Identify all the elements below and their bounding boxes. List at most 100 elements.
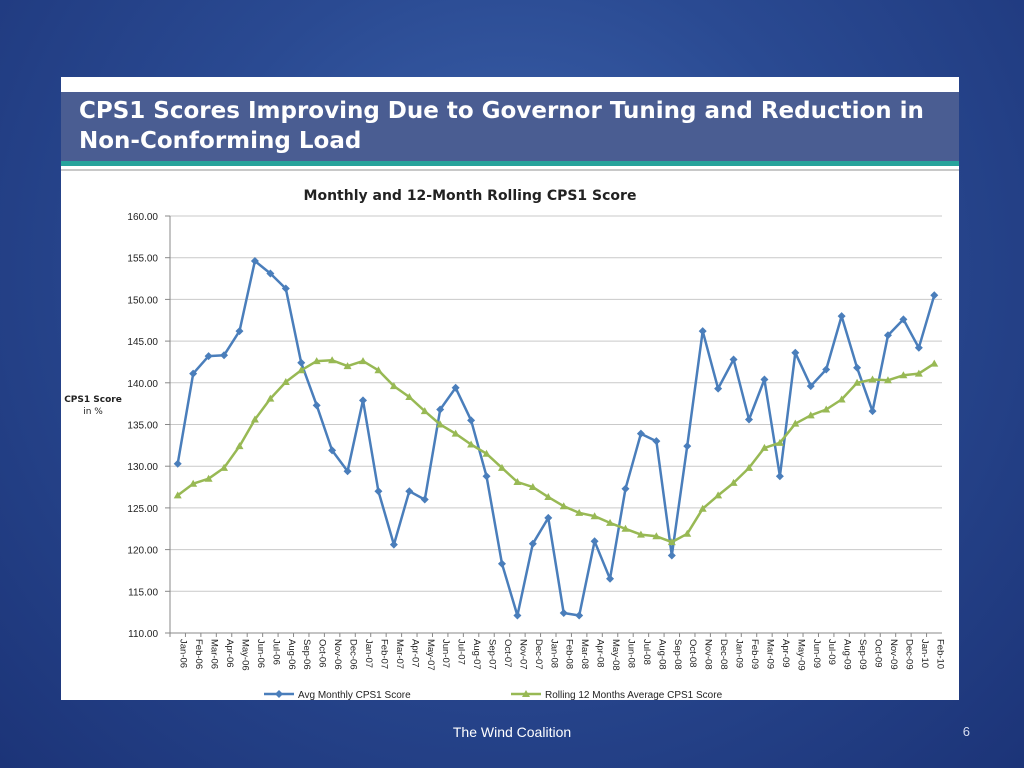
x-tick-label: Aug-09 bbox=[842, 639, 853, 670]
data-point bbox=[590, 512, 599, 520]
x-tick-label: Feb-07 bbox=[378, 639, 389, 669]
data-point bbox=[930, 291, 939, 300]
data-point bbox=[775, 472, 784, 481]
x-tick-label: Oct-09 bbox=[873, 639, 884, 668]
data-point bbox=[853, 378, 862, 386]
data-point bbox=[250, 415, 259, 423]
footer-text: The Wind Coalition bbox=[452, 724, 572, 740]
data-point bbox=[729, 478, 738, 486]
x-tick-label: Nov-06 bbox=[332, 639, 343, 670]
data-point bbox=[328, 356, 337, 364]
x-tick-label: Oct-08 bbox=[687, 639, 698, 668]
y-tick-label: 155.00 bbox=[127, 254, 158, 265]
x-tick-label: Nov-07 bbox=[517, 639, 528, 670]
data-point bbox=[883, 376, 892, 384]
data-point bbox=[698, 504, 707, 512]
data-point bbox=[420, 407, 429, 415]
data-point bbox=[729, 355, 738, 364]
x-tick-label: Oct-06 bbox=[317, 639, 328, 668]
x-tick-label: Feb-08 bbox=[564, 639, 575, 669]
x-tick-label: Mar-09 bbox=[764, 639, 775, 669]
y-axis-label-line1: CPS1 Score bbox=[64, 395, 122, 405]
data-point bbox=[683, 442, 692, 451]
x-tick-label: Aug-06 bbox=[286, 639, 297, 670]
data-point bbox=[806, 411, 815, 419]
data-point bbox=[513, 478, 522, 486]
x-tick-label: Nov-09 bbox=[888, 639, 899, 670]
x-tick-label: Mar-06 bbox=[209, 639, 220, 669]
data-point bbox=[698, 327, 707, 336]
legend-label: Rolling 12 Months Average CPS1 Score bbox=[545, 690, 723, 700]
data-point bbox=[822, 405, 831, 413]
data-point bbox=[652, 532, 661, 540]
data-point bbox=[189, 369, 198, 378]
data-point bbox=[528, 483, 537, 491]
data-point bbox=[528, 539, 537, 548]
data-point bbox=[436, 405, 445, 414]
y-axis-label: CPS1 Score in % bbox=[64, 395, 122, 417]
series-rolling bbox=[173, 356, 939, 546]
x-tick-label: Sep-09 bbox=[857, 639, 868, 670]
data-point bbox=[559, 502, 568, 510]
data-point bbox=[745, 415, 753, 424]
data-point bbox=[544, 513, 553, 522]
y-tick-label: 110.00 bbox=[128, 629, 158, 640]
slide-title: CPS1 Scores Improving Due to Governor Tu… bbox=[79, 98, 924, 154]
x-tick-label: Jul-06 bbox=[270, 639, 281, 665]
data-point bbox=[914, 369, 923, 377]
gridlines bbox=[165, 215, 942, 637]
cps1-line-chart: Monthly and 12-Month Rolling CPS1 Score … bbox=[64, 188, 946, 700]
data-point bbox=[806, 382, 815, 391]
x-tick-label: Jul-07 bbox=[456, 639, 467, 665]
data-point bbox=[575, 508, 584, 516]
data-point bbox=[266, 269, 275, 278]
data-point bbox=[281, 284, 290, 293]
data-point bbox=[914, 343, 923, 352]
x-tick-label: Sep-08 bbox=[672, 639, 683, 670]
data-point bbox=[745, 463, 753, 471]
data-point bbox=[544, 493, 553, 501]
data-point bbox=[559, 608, 568, 617]
x-tick-label: Jan-09 bbox=[734, 639, 745, 668]
x-tick-label: Sep-07 bbox=[487, 639, 498, 670]
x-tick-label: Feb-06 bbox=[193, 639, 204, 669]
title-accent-rule bbox=[61, 161, 959, 166]
data-point bbox=[374, 487, 383, 496]
x-tick-label: Dec-07 bbox=[533, 639, 544, 670]
x-tick-label: Jun-06 bbox=[255, 639, 266, 668]
data-point bbox=[482, 449, 491, 457]
y-tick-label: 145.00 bbox=[127, 337, 158, 348]
data-point bbox=[791, 348, 800, 357]
x-tick-labels: Jan-06 Feb-06 Mar-06 Apr-06 May-06 Jun-06 Jul-… bbox=[178, 639, 946, 671]
data-point bbox=[636, 530, 645, 538]
legend-label: Avg Monthly CPS1 Score bbox=[298, 690, 411, 700]
x-tick-label: Jun-07 bbox=[440, 639, 451, 668]
x-tick-label: Apr-08 bbox=[595, 639, 606, 668]
data-point bbox=[667, 551, 676, 560]
data-point bbox=[250, 257, 259, 266]
data-point bbox=[667, 538, 676, 546]
x-tick-label: May-07 bbox=[425, 639, 436, 671]
slide-card: CPS1 Scores Improving Due to Governor Tu… bbox=[61, 77, 959, 700]
y-tick-labels: 160.00 155.00 150.00 145.00 140.00 135.00 130.… bbox=[127, 212, 158, 640]
data-point bbox=[451, 429, 460, 437]
data-point bbox=[899, 371, 908, 379]
data-point bbox=[312, 401, 321, 410]
data-point bbox=[930, 359, 939, 367]
series-line bbox=[176, 259, 936, 617]
data-point bbox=[220, 463, 229, 471]
data-point bbox=[883, 331, 892, 340]
data-point bbox=[636, 429, 645, 438]
data-point bbox=[451, 383, 460, 392]
data-point bbox=[436, 420, 445, 428]
data-point bbox=[760, 375, 769, 384]
data-point bbox=[343, 467, 352, 476]
data-point bbox=[575, 611, 584, 620]
data-point bbox=[822, 365, 831, 374]
data-point bbox=[791, 419, 800, 427]
page-number: 6 bbox=[962, 724, 970, 739]
data-point bbox=[374, 366, 383, 374]
data-point bbox=[204, 352, 213, 361]
data-point bbox=[606, 574, 615, 583]
data-point bbox=[714, 491, 723, 499]
